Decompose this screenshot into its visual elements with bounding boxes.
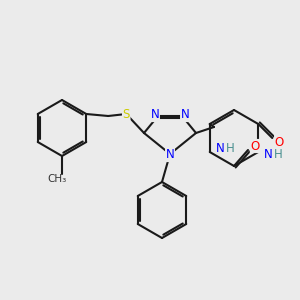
- Text: N: N: [151, 109, 159, 122]
- Text: H: H: [274, 148, 283, 160]
- Text: O: O: [250, 140, 260, 152]
- Text: N: N: [215, 142, 224, 154]
- Text: N: N: [181, 109, 189, 122]
- Text: S: S: [123, 107, 130, 121]
- Text: CH₃: CH₃: [47, 174, 67, 184]
- Text: N: N: [264, 148, 273, 160]
- Text: N: N: [166, 148, 174, 161]
- Text: O: O: [274, 136, 284, 148]
- Text: H: H: [225, 142, 234, 154]
